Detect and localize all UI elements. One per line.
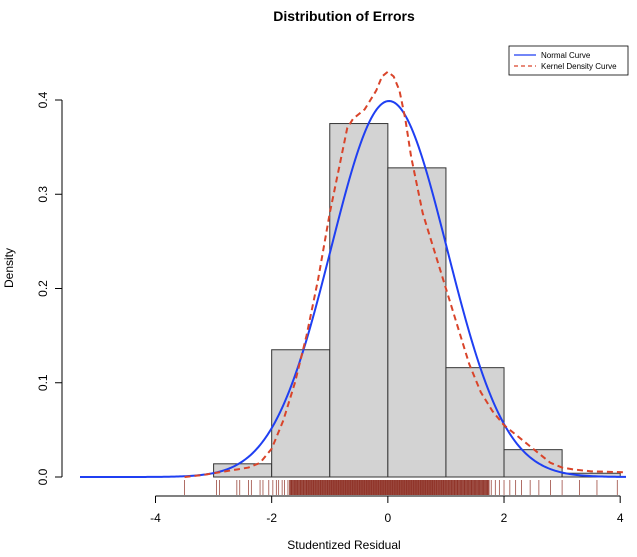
y-axis: 0.0 0.1 0.2 0.3 0.4 [36, 91, 63, 485]
x-tick-label: 0 [385, 511, 392, 525]
y-tick-label: 0.4 [36, 91, 50, 108]
x-tick-label: 2 [501, 511, 508, 525]
legend: Normal Curve Kernel Density Curve [508, 45, 629, 76]
y-tick-label: 0.3 [36, 186, 50, 203]
legend-label-normal: Normal Curve [541, 51, 591, 60]
y-tick-label: 0.1 [36, 374, 50, 391]
rug-marks [184, 480, 618, 495]
histogram-bar [271, 349, 331, 478]
rug-dense-band [289, 480, 490, 495]
histogram-bar [445, 367, 505, 478]
x-tick-label: 4 [617, 511, 624, 525]
histogram-bar [329, 123, 389, 478]
legend-label-kernel: Kernel Density Curve [541, 62, 617, 71]
normal-curve-line [80, 100, 627, 478]
chart-title: Distribution of Errors [273, 8, 415, 24]
x-tick-label: -2 [266, 511, 277, 525]
kernel-density-line [184, 70, 627, 478]
y-tick-label: 0.2 [36, 280, 50, 297]
histogram-bar [387, 167, 447, 478]
x-axis-label: Studentized Residual [287, 538, 400, 552]
legend-box [508, 45, 629, 76]
x-tick-label: -4 [150, 511, 161, 525]
x-axis: -4 -2 0 2 4 [150, 495, 624, 525]
y-axis-label: Density [2, 248, 16, 288]
y-tick-label: 0.0 [36, 468, 50, 485]
density-curves [80, 70, 627, 478]
